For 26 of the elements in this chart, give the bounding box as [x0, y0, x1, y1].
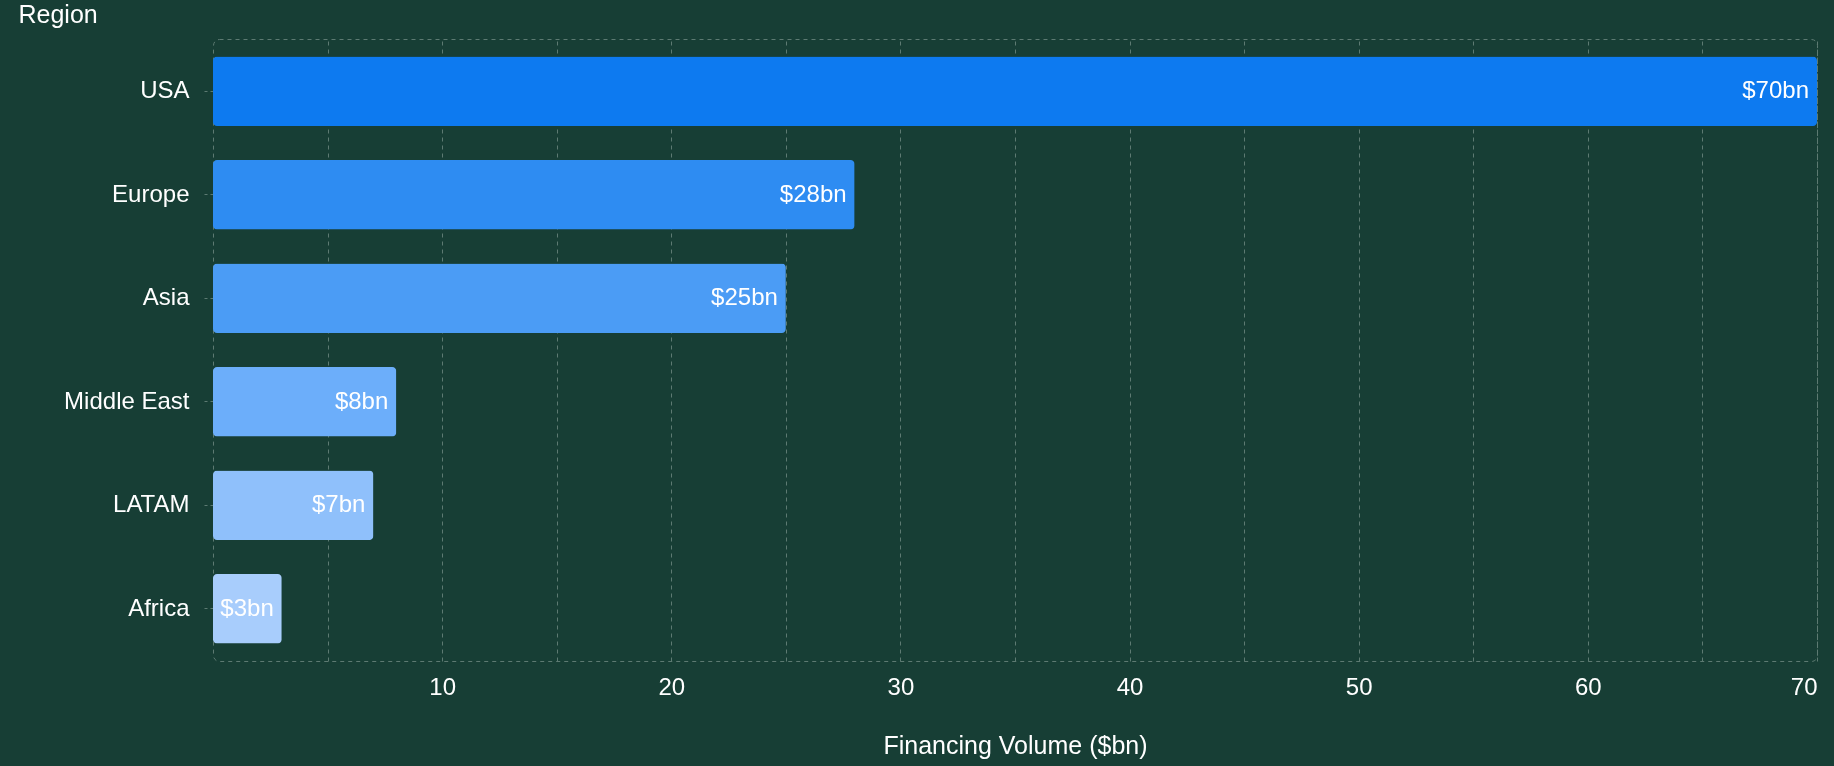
- bar: [213, 470, 374, 540]
- data-label: $28bn: [779, 179, 847, 207]
- x-tick-label: 50: [1345, 672, 1373, 700]
- y-tick-label: Middle East: [64, 386, 190, 414]
- data-label: $3bn: [220, 593, 274, 621]
- y-tick-label: LATAM: [113, 490, 190, 518]
- y-tick-label: USA: [140, 76, 190, 104]
- y-axis-title: Region: [18, 0, 98, 28]
- bar: [213, 263, 786, 333]
- bar: [213, 367, 397, 437]
- bar: [213, 160, 855, 230]
- y-tick-label: Asia: [142, 283, 191, 311]
- bar: [213, 56, 1817, 126]
- data-label: $70bn: [1742, 76, 1809, 104]
- x-tick-label: 20: [658, 672, 686, 700]
- x-tick-label: 40: [1116, 672, 1144, 700]
- data-label: $7bn: [312, 490, 366, 518]
- data-label: $8bn: [334, 386, 389, 414]
- y-tick-label: Africa: [128, 593, 191, 621]
- x-tick-label: 30: [887, 672, 915, 700]
- x-tick-label: 70: [1790, 672, 1818, 700]
- x-tick-label: 60: [1575, 672, 1602, 700]
- data-label: $25bn: [711, 283, 778, 311]
- y-tick-label: Europe: [112, 179, 190, 207]
- x-axis-title: Financing Volume ($bn): [883, 730, 1148, 759]
- x-tick-label: 10: [429, 672, 456, 700]
